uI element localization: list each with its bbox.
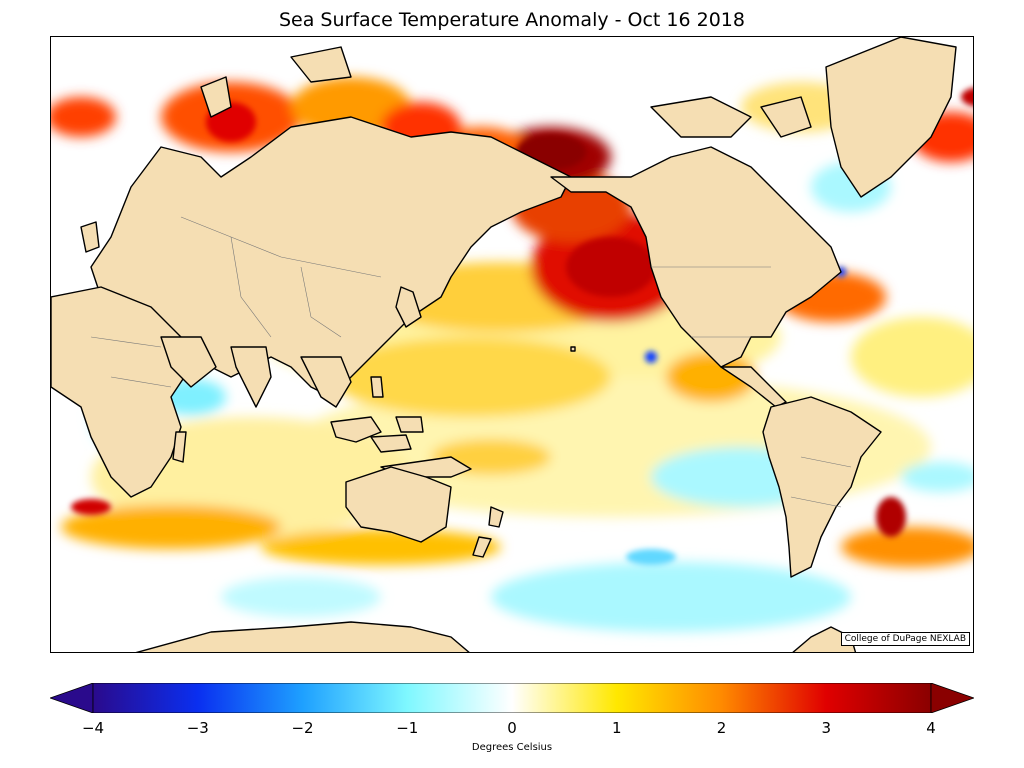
southeast-asia-landmass xyxy=(300,356,352,408)
new-zealand-landmass xyxy=(488,506,504,528)
colorbar-svg xyxy=(48,682,976,717)
greenland-landmass xyxy=(825,37,957,198)
canadian-archipelago xyxy=(650,96,752,138)
australia-landmass xyxy=(345,466,452,543)
colorbar-tick-label: 4 xyxy=(926,719,936,737)
north-america-landmass xyxy=(550,146,842,368)
colorbar-tick-label: −2 xyxy=(291,719,314,737)
colorbar-gradient xyxy=(92,682,932,714)
colorbar-tick-label: 1 xyxy=(611,719,622,737)
map-canvas xyxy=(51,37,973,652)
colorbar-tick-label: 0 xyxy=(507,719,517,737)
figure-title: Sea Surface Temperature Anomaly - Oct 16… xyxy=(279,9,745,31)
colorbar-tick-label: −3 xyxy=(186,719,209,737)
arctic-islands xyxy=(200,76,232,118)
credit-label: College of DuPage NEXLAB xyxy=(840,632,970,646)
colorbar-tick-label: 3 xyxy=(821,719,832,737)
colorbar-tick-label: −1 xyxy=(396,719,419,737)
colorbar-low-extend xyxy=(48,682,94,714)
antarctica-landmass xyxy=(135,621,470,652)
colorbar-tick-label: −4 xyxy=(81,719,105,737)
colorbar-high-extend xyxy=(930,682,976,714)
central-america-landmass xyxy=(720,366,787,408)
madagascar-landmass xyxy=(172,431,187,463)
anomaly-map: College of DuPage NEXLAB xyxy=(50,36,974,653)
uk-landmass xyxy=(80,221,100,253)
colorbar-tick-label: 2 xyxy=(716,719,727,737)
africa-landmass xyxy=(51,286,192,498)
country-borders xyxy=(90,216,852,508)
indonesia-islands xyxy=(330,416,382,443)
colorbar xyxy=(48,682,976,717)
colorbar-label: Degrees Celsius xyxy=(471,742,553,753)
india-landmass xyxy=(230,346,272,408)
japan-landmass xyxy=(395,286,422,328)
land-masses xyxy=(51,37,957,652)
arabia-landmass xyxy=(160,336,217,388)
south-america-landmass xyxy=(762,396,882,578)
